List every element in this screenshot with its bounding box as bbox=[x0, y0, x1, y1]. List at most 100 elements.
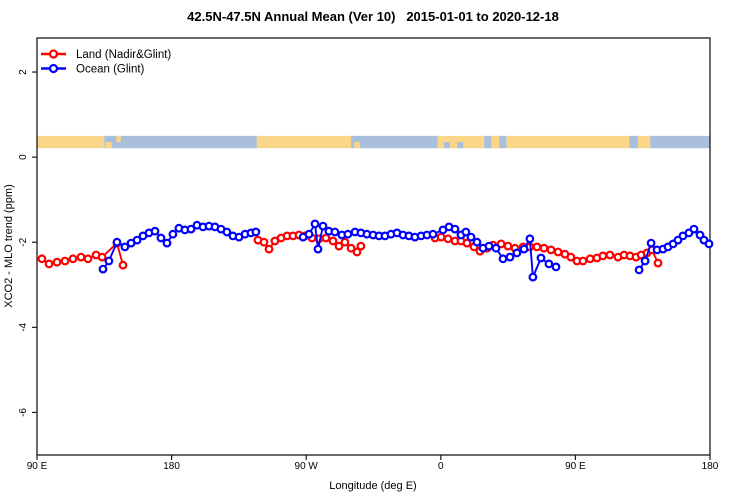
ocean-point bbox=[544, 259, 554, 269]
y-axis-title: XCO2 - MLO trend (ppm) bbox=[3, 184, 15, 307]
ocean-point bbox=[186, 224, 196, 234]
legend: Land (Nadir&Glint) Ocean (Glint) bbox=[41, 49, 171, 76]
ocean-point bbox=[168, 229, 178, 239]
land-point bbox=[334, 241, 344, 251]
ocean-point bbox=[505, 252, 515, 262]
x-tick-label: 90 E bbox=[27, 461, 48, 472]
land-point bbox=[118, 260, 128, 270]
map-strip-ocean-segment bbox=[351, 135, 438, 149]
land-point bbox=[328, 236, 338, 246]
ocean-point bbox=[484, 241, 494, 251]
y-tick-label: -4 bbox=[18, 322, 29, 331]
map-strip-ocean-segment bbox=[484, 135, 492, 149]
ocean-point bbox=[519, 244, 529, 254]
land-point bbox=[653, 258, 663, 268]
ocean-point bbox=[646, 238, 656, 248]
land-point bbox=[68, 254, 78, 264]
land-point bbox=[462, 238, 472, 248]
legend-point-sample bbox=[48, 49, 59, 59]
land-point bbox=[346, 243, 356, 253]
map-strip-land-patch bbox=[116, 135, 121, 143]
ocean-point bbox=[466, 232, 476, 242]
map-strip-land-segment bbox=[256, 135, 352, 149]
map-strip-land-patch bbox=[354, 142, 361, 149]
x-axis-title: Longitude (deg E) bbox=[329, 480, 416, 492]
map-strip-land-segment bbox=[638, 135, 651, 149]
plot-box bbox=[36, 37, 711, 456]
land-point bbox=[578, 256, 588, 266]
land-point bbox=[532, 242, 542, 252]
map-strip bbox=[37, 135, 710, 149]
ocean-point bbox=[222, 227, 232, 237]
land-point bbox=[503, 241, 513, 251]
land-point bbox=[352, 247, 362, 257]
land-point bbox=[585, 254, 595, 264]
ocean-point bbox=[689, 224, 699, 234]
land-point bbox=[52, 257, 62, 267]
ocean-point bbox=[428, 229, 438, 239]
land-point bbox=[598, 251, 608, 261]
land-point bbox=[546, 245, 556, 255]
x-tick-label: 0 bbox=[438, 461, 444, 472]
ocean-point bbox=[525, 234, 535, 244]
ocean-point bbox=[132, 235, 142, 245]
ocean-point bbox=[112, 237, 122, 247]
land-point bbox=[76, 252, 86, 262]
ocean-point bbox=[330, 227, 340, 237]
map-strip-ocean-segment bbox=[104, 135, 257, 149]
legend-item-ocean: Ocean (Glint) bbox=[41, 64, 145, 76]
ocean-point bbox=[156, 233, 166, 243]
map-strip-ocean-segment bbox=[629, 135, 639, 149]
x-tick-label: 90 E bbox=[565, 461, 586, 472]
land-point bbox=[259, 237, 269, 247]
x-tick-label: 90 W bbox=[295, 461, 319, 472]
land-series bbox=[37, 230, 663, 270]
ocean-point bbox=[498, 254, 508, 264]
ocean-point bbox=[318, 221, 328, 231]
legend-point-sample bbox=[48, 63, 59, 74]
land-point bbox=[60, 256, 70, 266]
x-tick-label: 180 bbox=[163, 461, 180, 472]
y-tick-label: 2 bbox=[18, 69, 29, 75]
y-tick-label: -6 bbox=[18, 408, 29, 417]
ocean-point bbox=[472, 237, 482, 247]
land-point bbox=[37, 254, 47, 264]
ocean-point bbox=[491, 243, 501, 253]
ocean-point bbox=[120, 242, 130, 252]
legend-label: Ocean (Glint) bbox=[76, 64, 145, 76]
land-point bbox=[83, 254, 93, 264]
map-strip-land-segment bbox=[37, 135, 105, 149]
land-point bbox=[356, 241, 366, 251]
map-strip-ocean-patch bbox=[443, 142, 450, 149]
ocean-point bbox=[304, 229, 314, 239]
ocean-point bbox=[98, 264, 108, 274]
map-strip-land-segment bbox=[506, 135, 630, 149]
ocean-point bbox=[310, 219, 320, 229]
y-tick-label: -2 bbox=[18, 237, 29, 246]
land-point bbox=[553, 247, 563, 257]
map-strip-land-segment bbox=[491, 135, 500, 149]
map-strip-ocean-segment bbox=[499, 135, 507, 149]
land-point bbox=[436, 232, 446, 242]
ocean-point bbox=[512, 248, 522, 258]
ocean-point bbox=[343, 229, 353, 239]
land-point bbox=[264, 244, 274, 254]
legend-item-land: Land (Nadir&Glint) bbox=[41, 49, 171, 61]
x-tick-label: 180 bbox=[702, 461, 719, 472]
land-point bbox=[44, 259, 54, 269]
land-point bbox=[97, 252, 107, 262]
map-strip-land-patch bbox=[105, 142, 112, 149]
land-point bbox=[321, 233, 331, 243]
land-point bbox=[443, 234, 453, 244]
ocean-point bbox=[536, 253, 546, 263]
ocean-point bbox=[450, 224, 460, 234]
data-series bbox=[37, 219, 714, 282]
ocean-point bbox=[634, 265, 644, 275]
legend-label: Land (Nadir&Glint) bbox=[76, 49, 171, 61]
land-point bbox=[539, 243, 549, 253]
ocean-point bbox=[461, 227, 471, 237]
ocean-point bbox=[104, 256, 114, 266]
y-tick-label: 0 bbox=[18, 154, 29, 160]
